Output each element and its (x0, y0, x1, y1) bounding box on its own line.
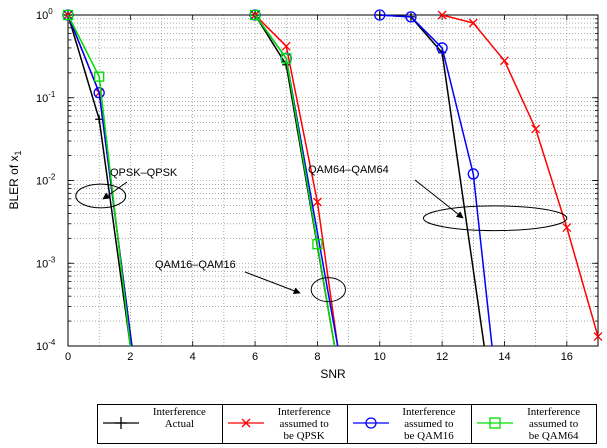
data-marker (374, 9, 386, 21)
series-line (254, 14, 339, 347)
data-marker (249, 9, 261, 21)
y-axis-label: BLER of x1 (7, 150, 23, 209)
y-tick-label: 10-4 (36, 338, 56, 353)
data-marker (562, 223, 572, 233)
svg-text:BLER of x1: BLER of x1 (7, 150, 23, 209)
legend-label-qam16: Interference assumed to be QAM16 (402, 406, 456, 442)
x-tick-label: 12 (436, 351, 448, 363)
legend-swatch-qam64 (477, 417, 514, 429)
data-marker (281, 41, 291, 51)
series-line (67, 14, 132, 347)
annotation-label: QAM64–QAM64 (308, 164, 389, 176)
annotation-arrow (414, 179, 464, 219)
series-line (254, 14, 336, 347)
data-marker (94, 71, 105, 82)
y-axis-label-main: BLER of x (7, 155, 21, 209)
data-marker (437, 10, 447, 20)
legend-item-qam16: Interference assumed to be QAM16 (348, 405, 473, 443)
x-tick-label: 8 (314, 351, 320, 363)
annotation-ellipse (310, 277, 346, 303)
legend-item-actual: Interference Actual (98, 405, 223, 443)
x-tick-label: 0 (65, 351, 71, 363)
x-tick-label: 4 (190, 351, 196, 363)
y-tick-label: 100 (36, 7, 53, 22)
annotation-label: QAM16–QAM16 (155, 259, 236, 271)
annotations: QPSK–QPSK QAM16–QAM16 QAM64–QAM64 (75, 164, 568, 303)
bler-chart: 0 2 4 6 8 10 12 14 16 100 10-1 10-2 10-3 10-4 QPSK–QP… (7, 7, 603, 381)
x-tick-label: 14 (498, 351, 510, 363)
data-marker (593, 332, 603, 342)
series-lines (62, 9, 603, 347)
x-tick-label: 2 (127, 351, 133, 363)
x-tick-label: 16 (561, 351, 573, 363)
series-line (441, 14, 599, 337)
annotation-ellipse (422, 205, 568, 232)
data-marker (93, 87, 105, 99)
annotation-arrow (102, 181, 128, 200)
legend: Interference Actual Interference assumed… (97, 404, 597, 444)
annotation-arrow (244, 271, 301, 295)
data-marker (62, 9, 74, 21)
x-axis-label: SNR (320, 367, 346, 381)
legend-swatch-qpsk (227, 418, 264, 428)
data-marker (467, 168, 479, 180)
data-marker (500, 56, 509, 66)
data-marker (436, 42, 448, 54)
legend-label-qpsk: Interference assumed to be QPSK (277, 406, 331, 442)
y-tick-label: 10-1 (36, 90, 56, 105)
y-tick-label: 10-2 (36, 173, 56, 188)
data-marker (250, 10, 260, 20)
legend-swatch-actual (103, 417, 139, 429)
x-tick-label: 10 (374, 351, 386, 363)
data-marker (281, 53, 292, 64)
legend-item-qpsk: Interference assumed to be QPSK (223, 405, 348, 443)
series-line (379, 14, 493, 347)
data-marker (531, 124, 541, 134)
annotation-ellipse (75, 183, 127, 209)
legend-label-qam64: Interference assumed to be QAM64 (527, 406, 581, 442)
axis-ticks: 0 2 4 6 8 10 12 14 16 100 10-1 10-2 10-3 10-4 (36, 7, 598, 363)
data-marker (405, 11, 417, 23)
data-marker (312, 197, 322, 207)
series-3 (62, 9, 336, 347)
data-marker (468, 18, 478, 28)
data-marker (312, 239, 323, 250)
grid (68, 15, 598, 346)
annotation-label: QPSK–QPSK (110, 167, 178, 179)
y-axis-label-sub: 1 (13, 150, 23, 155)
legend-item-qam64: Interference assumed to be QAM64 (472, 405, 596, 443)
legend-label-actual: Interference Actual (152, 406, 206, 430)
legend-swatch-qam16 (352, 417, 389, 429)
y-tick-label: 10-3 (36, 255, 56, 270)
x-tick-label: 6 (252, 351, 258, 363)
